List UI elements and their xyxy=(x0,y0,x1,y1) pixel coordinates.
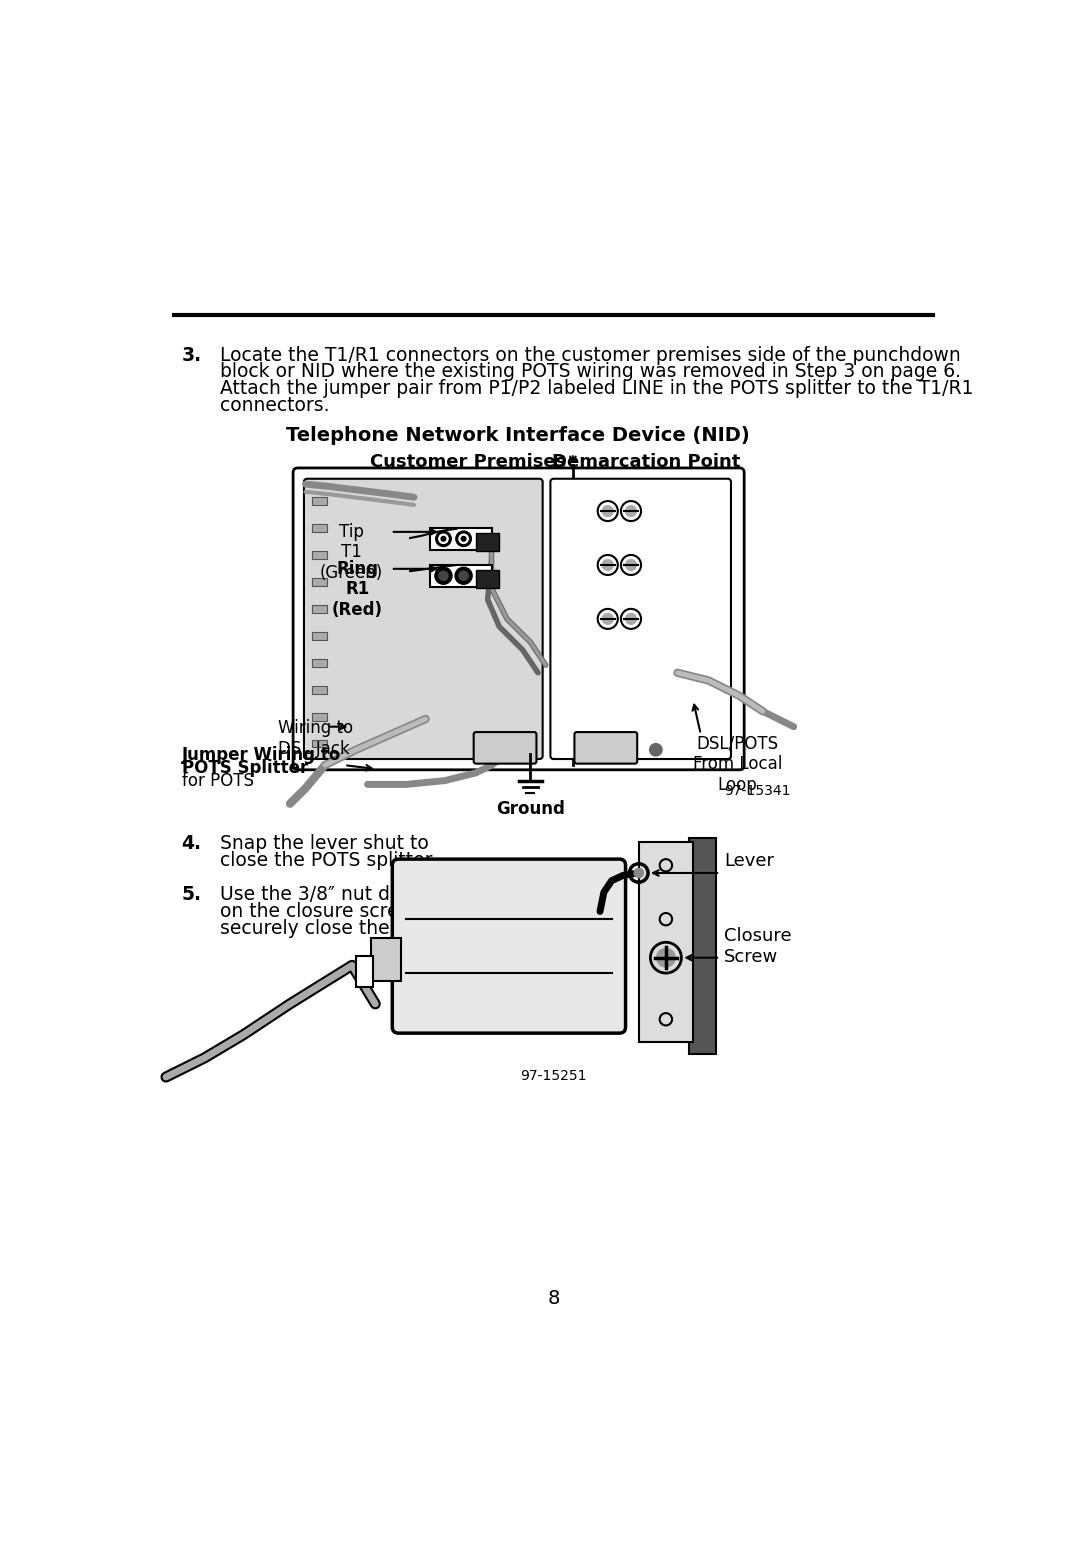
Circle shape xyxy=(625,560,636,571)
Text: block or NID where the existing POTS wiring was removed in Step 3 on page 6.: block or NID where the existing POTS wir… xyxy=(220,363,961,382)
Circle shape xyxy=(603,560,613,571)
Circle shape xyxy=(625,613,636,624)
Circle shape xyxy=(435,532,451,546)
Bar xyxy=(430,529,491,549)
Bar xyxy=(312,579,327,586)
Circle shape xyxy=(456,532,471,546)
Text: Ring
R1
(Red): Ring R1 (Red) xyxy=(332,560,383,619)
Text: Locate the T1/R1 connectors on the customer premises side of the punchdown: Locate the T1/R1 connectors on the custo… xyxy=(220,346,961,364)
FancyBboxPatch shape xyxy=(303,479,542,759)
Text: Jumper Wiring to: Jumper Wiring to xyxy=(181,746,341,763)
Text: close the POTS splitter.: close the POTS splitter. xyxy=(220,851,437,871)
Circle shape xyxy=(649,743,662,755)
Circle shape xyxy=(657,948,675,967)
Bar xyxy=(356,956,373,987)
Bar xyxy=(312,632,327,640)
Text: Use the 3/8″ nut driver: Use the 3/8″ nut driver xyxy=(220,885,434,904)
Circle shape xyxy=(441,536,446,541)
Text: Ground: Ground xyxy=(496,799,565,818)
Text: 97-15341: 97-15341 xyxy=(724,785,791,799)
Text: 3.: 3. xyxy=(181,346,202,364)
Text: DSL/POTS
From Local
Loop: DSL/POTS From Local Loop xyxy=(693,735,782,795)
Bar xyxy=(312,524,327,532)
Text: 5.: 5. xyxy=(181,885,202,904)
Text: connectors.: connectors. xyxy=(220,396,329,416)
Circle shape xyxy=(435,568,451,585)
Bar xyxy=(689,838,716,1054)
Text: Lever: Lever xyxy=(724,852,774,871)
Text: Customer Premises: Customer Premises xyxy=(370,454,566,471)
Bar xyxy=(312,687,327,693)
Text: Telephone Network Interface Device (NID): Telephone Network Interface Device (NID) xyxy=(286,427,750,446)
FancyBboxPatch shape xyxy=(551,479,731,759)
Bar xyxy=(312,605,327,613)
Bar xyxy=(312,551,327,558)
Text: POTS Splitter: POTS Splitter xyxy=(181,759,308,777)
Circle shape xyxy=(455,568,472,585)
Text: Wiring to
DSL Jack: Wiring to DSL Jack xyxy=(279,719,353,759)
FancyBboxPatch shape xyxy=(575,732,637,763)
Circle shape xyxy=(603,505,613,516)
Circle shape xyxy=(459,535,469,543)
Bar xyxy=(476,533,499,551)
Bar xyxy=(312,740,327,748)
Circle shape xyxy=(634,868,644,877)
Text: 4.: 4. xyxy=(181,835,202,854)
Circle shape xyxy=(459,571,469,580)
Text: for POTS: for POTS xyxy=(181,773,254,790)
Text: on the closure screw to: on the closure screw to xyxy=(220,902,438,921)
Circle shape xyxy=(461,536,465,541)
Text: Closure
Screw: Closure Screw xyxy=(724,927,792,965)
Text: 97-15251: 97-15251 xyxy=(521,1070,586,1084)
Bar xyxy=(430,565,491,586)
FancyBboxPatch shape xyxy=(392,859,625,1034)
Bar xyxy=(476,569,499,588)
Text: Attach the jumper pair from P1/P2 labeled LINE in the POTS splitter to the T1/R1: Attach the jumper pair from P1/P2 labele… xyxy=(220,380,974,399)
Text: 8: 8 xyxy=(548,1289,559,1308)
Circle shape xyxy=(625,505,636,516)
Bar xyxy=(312,497,327,505)
Text: securely close the housing.: securely close the housing. xyxy=(220,920,475,938)
Circle shape xyxy=(438,571,448,580)
Text: Demarcation Point: Demarcation Point xyxy=(552,454,741,471)
Circle shape xyxy=(603,613,613,624)
Circle shape xyxy=(438,535,448,543)
Bar xyxy=(312,658,327,666)
Text: Snap the lever shut to: Snap the lever shut to xyxy=(220,835,429,854)
FancyBboxPatch shape xyxy=(293,468,744,769)
Text: Tip
T1
(Green): Tip T1 (Green) xyxy=(320,522,383,582)
Bar xyxy=(638,841,693,1042)
Bar xyxy=(372,938,401,981)
Bar xyxy=(312,713,327,721)
FancyBboxPatch shape xyxy=(474,732,537,763)
